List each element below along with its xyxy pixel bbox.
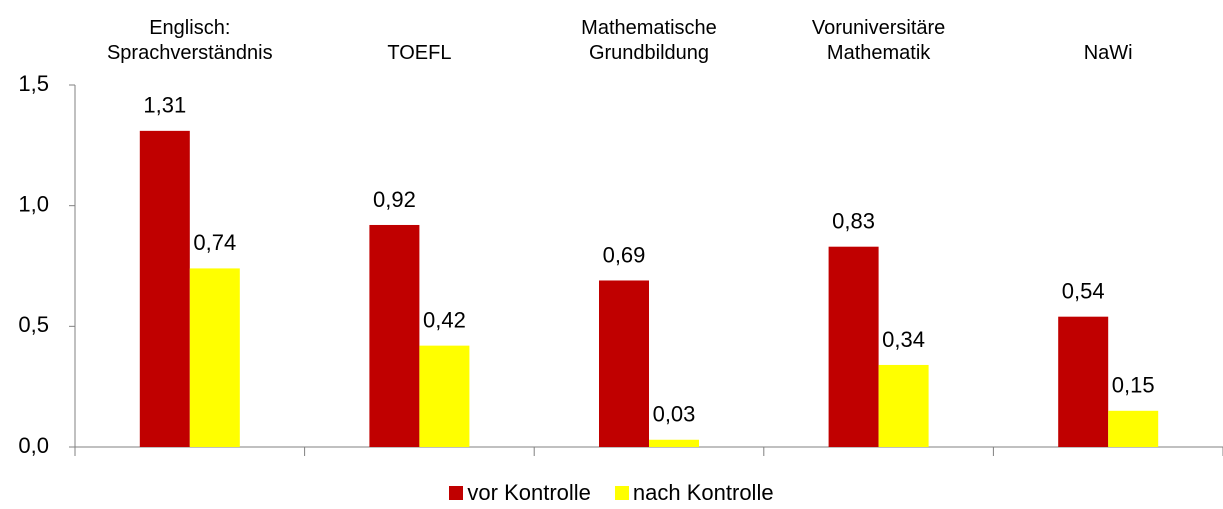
x-tick-label: Mathematische Grundbildung: [581, 17, 717, 64]
x-tick-label: Voruniversitäre Mathematik: [811, 17, 946, 64]
data-label: 0,34: [882, 327, 925, 352]
bar: [878, 364, 929, 447]
y-tick-label: 0,5: [18, 312, 49, 337]
legend-swatch: [449, 486, 464, 500]
x-tick-label: Englisch: Sprachverständnis: [106, 17, 273, 64]
data-label: 1,31: [143, 93, 186, 118]
legend-label: nach Kontrolle: [632, 480, 774, 505]
bar: [649, 439, 699, 447]
bar: [369, 224, 420, 447]
legend-item: nach Kontrolle: [614, 480, 774, 506]
legend-swatch: [614, 486, 629, 500]
data-label: 0,83: [832, 209, 875, 234]
y-tick-label: 0,0: [18, 433, 49, 458]
legend: vor Kontrolle nach Kontrolle: [0, 480, 1223, 506]
bar: [139, 130, 190, 447]
bar: [599, 280, 649, 447]
y-tick-label: 1,5: [18, 71, 49, 96]
x-tick-label: TOEFL: [387, 42, 452, 64]
data-label: 0,92: [373, 187, 416, 212]
data-label: 0,74: [193, 230, 236, 255]
legend-item: vor Kontrolle: [449, 480, 591, 506]
data-label: 0,69: [603, 242, 646, 267]
bar: [189, 268, 240, 447]
data-label: 0,54: [1062, 278, 1105, 303]
data-label: 0,15: [1112, 373, 1155, 398]
data-label: 0,42: [423, 307, 466, 332]
bar: [1108, 410, 1159, 447]
x-tick-label: NaWi: [1083, 42, 1133, 64]
bar: [419, 345, 470, 447]
bar: [1058, 316, 1109, 447]
legend-label: vor Kontrolle: [467, 480, 591, 505]
y-tick-label: 1,0: [18, 191, 49, 216]
bar: [828, 246, 879, 447]
data-label: 0,03: [653, 402, 696, 427]
